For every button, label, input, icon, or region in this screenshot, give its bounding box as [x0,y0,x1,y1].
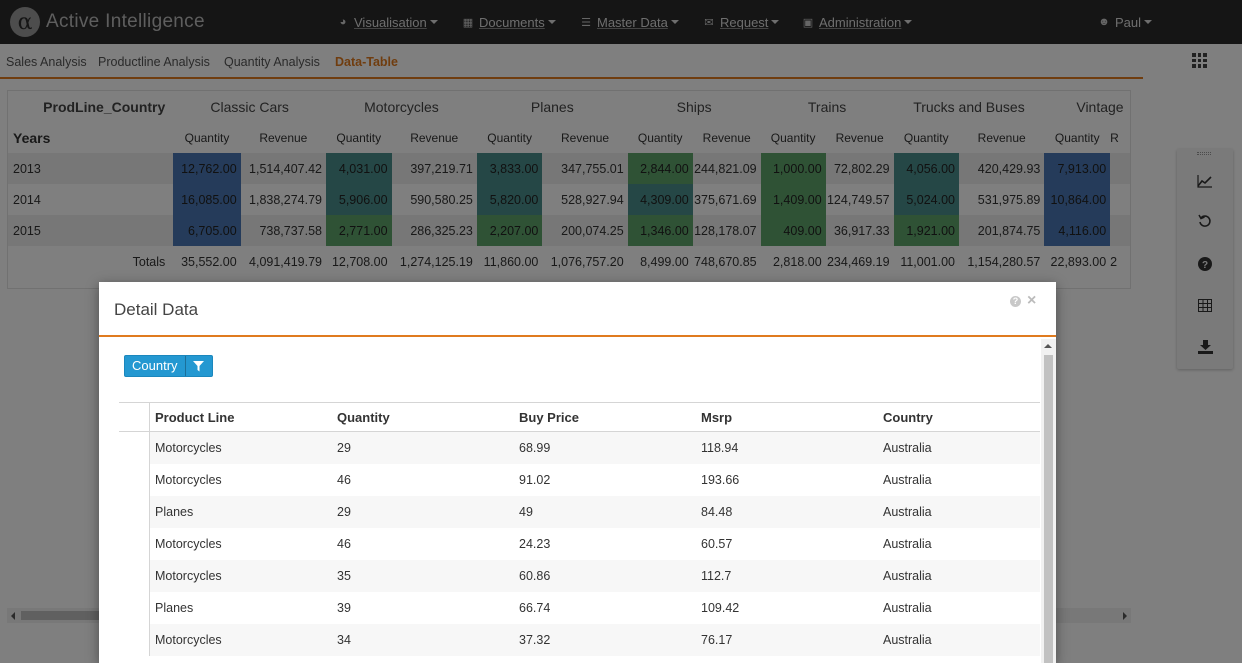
cell-msrp: 109.42 [701,601,740,615]
cell-country: Australia [883,569,932,583]
detail-data-modal: Detail Data ? × Country Product Line Qua… [99,282,1056,663]
column-header-country[interactable]: Country [883,410,933,425]
cell-buy-price: 91.02 [519,473,551,487]
vertical-scrollbar[interactable] [1041,339,1056,663]
cell-buy-price: 60.86 [519,569,551,583]
cell-msrp: 118.94 [701,441,739,455]
detail-data-grid: Product Line Quantity Buy Price Msrp Cou… [119,402,1040,663]
table-row[interactable]: Planes 29 49 84.48 Australia [119,496,1040,528]
cell-quantity: 46 [337,473,351,487]
cell-quantity: 39 [337,601,351,615]
grid-header: Product Line Quantity Buy Price Msrp Cou… [119,403,1040,432]
row-selector[interactable] [119,624,150,656]
table-row[interactable]: Motorcycles 46 91.02 193.66 Australia [119,464,1040,496]
country-filter-button[interactable]: Country [124,355,213,377]
row-selector[interactable] [119,560,150,592]
cell-buy-price: 66.74 [519,601,551,615]
modal-title: Detail Data [114,300,199,319]
select-all-cell[interactable] [119,403,150,431]
close-icon[interactable]: × [1027,292,1037,309]
modal-help-icon[interactable]: ? [1010,296,1021,307]
column-header-msrp[interactable]: Msrp [701,410,733,425]
column-header-buy-price[interactable]: Buy Price [519,410,579,425]
cell-product-line: Motorcycles [155,473,222,487]
table-row[interactable]: Motorcycles 35 60.86 112.7 Australia [119,560,1040,592]
cell-msrp: 112.7 [701,569,732,583]
cell-buy-price: 37.32 [519,633,551,647]
row-selector[interactable] [119,528,150,560]
cell-buy-price: 68.99 [519,441,551,455]
cell-country: Australia [883,601,932,615]
cell-msrp: 60.57 [701,537,733,551]
table-row[interactable]: Motorcycles 34 37.32 76.17 Australia [119,624,1040,656]
table-row[interactable]: Motorcycles 46 24.23 60.57 Australia [119,528,1040,560]
table-row[interactable]: Planes 39 66.74 109.42 Australia [119,592,1040,624]
filter-icon[interactable] [186,356,212,376]
cell-msrp: 193.66 [701,473,740,487]
scroll-thumb[interactable] [1044,355,1053,663]
cell-country: Australia [883,441,932,455]
column-header-quantity[interactable]: Quantity [337,410,390,425]
cell-country: Australia [883,633,932,647]
table-row[interactable]: Motorcycles 29 68.99 118.94 Australia [119,432,1040,464]
cell-buy-price: 24.23 [519,537,551,551]
cell-product-line: Motorcycles [155,569,222,583]
cell-product-line: Motorcycles [155,441,222,455]
row-selector[interactable] [119,496,150,528]
row-selector[interactable] [119,592,150,624]
row-selector[interactable] [119,464,150,496]
cell-product-line: Motorcycles [155,537,222,551]
modal-header: Detail Data ? × [99,282,1056,337]
cell-quantity: 34 [337,633,351,647]
row-selector[interactable] [119,432,150,464]
cell-country: Australia [883,505,932,519]
cell-product-line: Planes [155,601,194,615]
cell-product-line: Motorcycles [155,633,222,647]
cell-quantity: 46 [337,537,351,551]
cell-quantity: 29 [337,505,351,519]
cell-buy-price: 49 [519,505,533,519]
column-header-product-line[interactable]: Product Line [155,410,235,425]
cell-country: Australia [883,537,932,551]
filter-label: Country [125,356,186,376]
cell-country: Australia [883,473,932,487]
cell-msrp: 84.48 [701,505,733,519]
cell-quantity: 29 [337,441,351,455]
cell-quantity: 35 [337,569,351,583]
scroll-up-arrow-icon[interactable] [1044,344,1052,348]
cell-msrp: 76.17 [701,633,733,647]
cell-product-line: Planes [155,505,194,519]
